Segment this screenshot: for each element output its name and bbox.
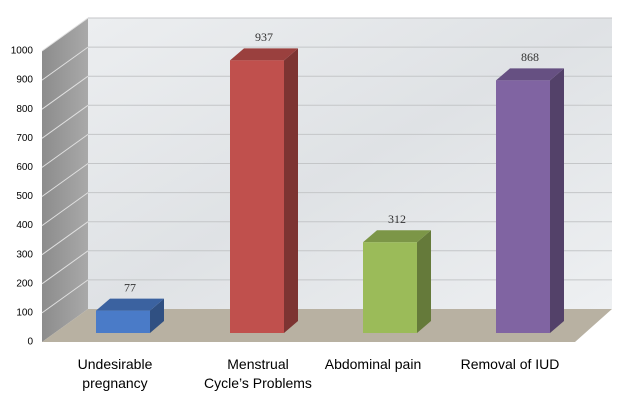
bar-side bbox=[550, 68, 564, 334]
bar-side bbox=[150, 298, 164, 333]
y-tick-label: 1000 bbox=[11, 46, 34, 57]
y-tick-label: 100 bbox=[16, 308, 33, 319]
bar-side bbox=[417, 230, 431, 333]
value-label: 868 bbox=[521, 50, 539, 64]
grid-line bbox=[41, 279, 89, 314]
grid-line bbox=[41, 75, 89, 110]
bar bbox=[496, 80, 550, 333]
y-tick-label: 300 bbox=[16, 249, 33, 260]
grid-line bbox=[41, 250, 89, 285]
grid-line bbox=[41, 104, 89, 139]
y-tick-label: 900 bbox=[16, 75, 33, 86]
y-tick-label: 700 bbox=[16, 133, 33, 144]
y-tick-label: 0 bbox=[27, 337, 33, 348]
bar-top bbox=[496, 68, 564, 81]
x-tick-label: Undesirable pregnancy bbox=[77, 356, 153, 391]
x-tick-label: Abdominal pain bbox=[324, 356, 422, 372]
bar-top bbox=[363, 230, 431, 243]
floor bbox=[42, 309, 612, 342]
y-tick-label: 800 bbox=[16, 104, 33, 115]
bar bbox=[230, 60, 284, 333]
x-tick-label: Removal of IUD bbox=[460, 356, 560, 372]
bar-side bbox=[284, 48, 298, 333]
bar bbox=[96, 310, 150, 333]
grid-line bbox=[41, 163, 89, 197]
value-label: 937 bbox=[255, 30, 273, 44]
bar-top bbox=[230, 48, 298, 61]
bar bbox=[363, 242, 417, 333]
y-tick-label: 200 bbox=[16, 278, 33, 289]
grid-line bbox=[41, 46, 89, 81]
value-label: 77 bbox=[124, 280, 136, 294]
value-label: 312 bbox=[388, 212, 406, 226]
grid-line bbox=[41, 192, 89, 227]
x-tick-label: Menstrual Cycle’s Problems bbox=[204, 356, 312, 391]
bar-top bbox=[96, 298, 164, 311]
grid-line bbox=[41, 221, 89, 256]
y-tick-label: 600 bbox=[16, 162, 33, 173]
y-tick-label: 400 bbox=[16, 220, 33, 231]
grid-line bbox=[41, 17, 89, 52]
y-tick-label: 500 bbox=[16, 191, 33, 202]
grid-line bbox=[41, 133, 89, 168]
